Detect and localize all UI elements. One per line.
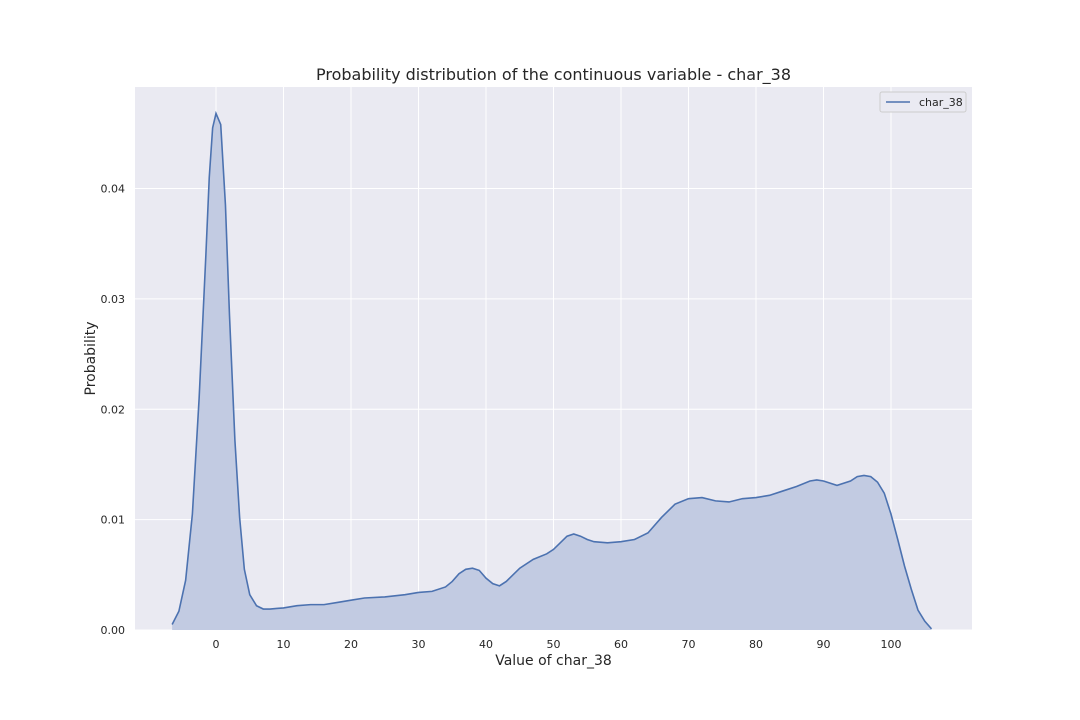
- density-line: [171, 110, 933, 630]
- y-tick-label: 0.00: [101, 624, 126, 637]
- x-axis-label: Value of char_38: [495, 653, 612, 669]
- x-tick-label: 40: [479, 638, 493, 651]
- x-tick-label: 0: [213, 638, 220, 651]
- y-axis-label: Probability: [83, 321, 99, 395]
- y-tick-label: 0.01: [101, 514, 126, 527]
- y-tick-label: 0.02: [101, 403, 126, 416]
- x-tick-label: 70: [682, 638, 696, 651]
- legend-label: char_38: [919, 96, 963, 109]
- x-tick-label: 30: [412, 638, 426, 651]
- y-tick-label: 0.03: [101, 293, 126, 306]
- y-tick-labels: 0.00 0.01 0.02 0.03 0.04: [101, 183, 126, 637]
- x-tick-label: 60: [614, 638, 628, 651]
- y-tick-label: 0.04: [101, 183, 126, 196]
- legend-box: [879, 91, 967, 113]
- x-tick-label: 90: [817, 638, 831, 651]
- chart-title: Probability distribution of the continuo…: [316, 65, 791, 85]
- x-tick-label: 80: [749, 638, 763, 651]
- legend: char_38: [879, 91, 967, 113]
- x-tick-label: 100: [881, 638, 902, 651]
- x-tick-label: 10: [277, 638, 291, 651]
- x-tick-labels: 0 10 20 30 40 50 60 70 80 90 100: [213, 638, 902, 651]
- x-tick-label: 20: [344, 638, 358, 651]
- density-area: [172, 113, 932, 631]
- x-tick-label: 50: [547, 638, 561, 651]
